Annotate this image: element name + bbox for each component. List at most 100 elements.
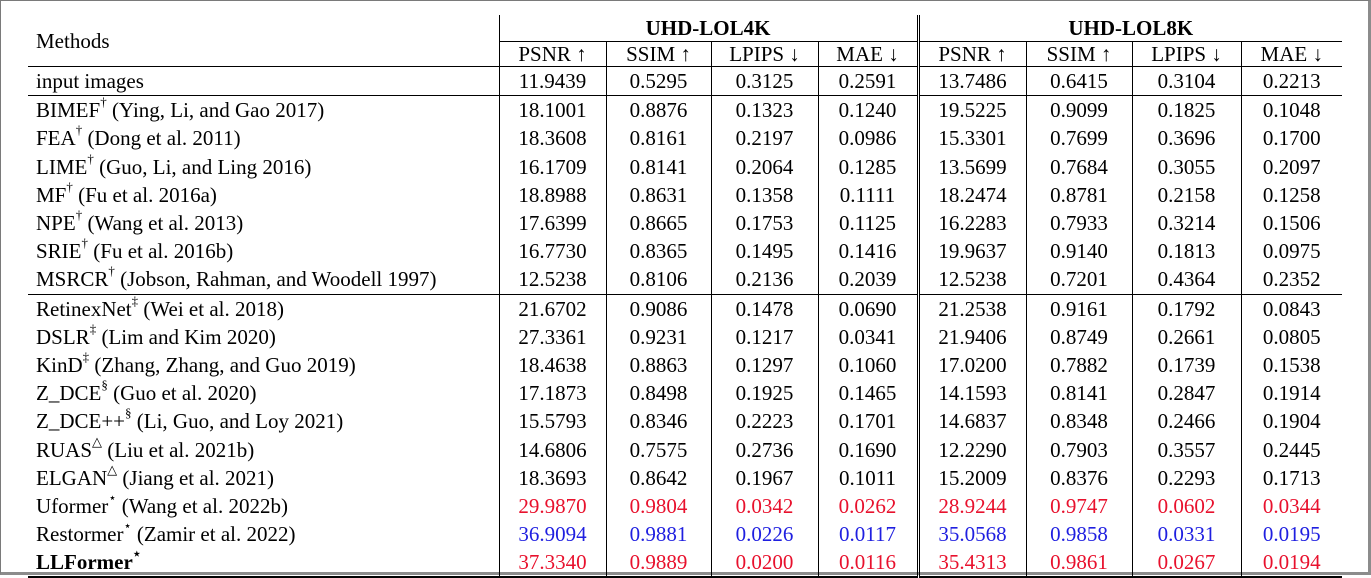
method-name: KinD bbox=[36, 352, 83, 377]
method-citation: (Guo et al. 2020) bbox=[107, 381, 257, 406]
value-cell: 0.1506 bbox=[1240, 208, 1342, 238]
value-cell: 0.8863 bbox=[605, 350, 711, 380]
value-cell: 28.9244 bbox=[916, 491, 1026, 520]
method-name: FEA bbox=[36, 126, 76, 151]
value-cell: 0.1297 bbox=[710, 350, 818, 380]
value-cell: 0.7575 bbox=[605, 435, 711, 464]
value-cell: 0.9231 bbox=[605, 322, 711, 351]
value-cell: 36.9094 bbox=[498, 520, 606, 549]
value-cell: 0.1904 bbox=[1240, 407, 1342, 436]
value-cell: 18.2474 bbox=[916, 180, 1026, 209]
value-cell: 19.5225 bbox=[916, 95, 1026, 125]
value-cell: 0.9161 bbox=[1025, 293, 1132, 323]
value-cell: 0.8376 bbox=[1025, 463, 1132, 492]
method-cell: NPE† (Wang et al. 2013) bbox=[28, 208, 499, 237]
value-cell: 0.0341 bbox=[817, 322, 918, 351]
value-cell: 16.1709 bbox=[498, 152, 606, 181]
table-row: FEA† (Dong et al. 2011) 18.3608 0.8161 0.21… bbox=[28, 123, 1342, 153]
value-cell: 0.1323 bbox=[710, 95, 818, 125]
value-cell: 19.9637 bbox=[916, 237, 1026, 266]
method-cell: input images bbox=[28, 65, 499, 96]
value-cell: 0.1713 bbox=[1240, 463, 1342, 492]
method-citation: (Wei et al. 2018) bbox=[138, 296, 284, 321]
value-cell: 0.8749 bbox=[1025, 322, 1132, 351]
value-cell: 0.0195 bbox=[1240, 520, 1342, 549]
table-row: SRIE† (Fu et al. 2016b) 16.7730 0.8365 0.14… bbox=[28, 236, 1342, 266]
method-footnote-mark: † bbox=[66, 178, 73, 194]
value-cell: 0.0805 bbox=[1240, 322, 1342, 351]
method-name: LLFormer bbox=[36, 550, 133, 575]
value-cell: 0.3055 bbox=[1131, 152, 1241, 181]
value-cell: 0.0690 bbox=[817, 293, 918, 323]
value-cell: 0.3125 bbox=[710, 65, 818, 96]
value-cell: 18.1001 bbox=[498, 95, 606, 125]
value-cell: 0.8141 bbox=[1025, 379, 1132, 408]
method-name: Uformer bbox=[36, 493, 109, 518]
method-cell: MF† (Fu et al. 2016a) bbox=[28, 178, 499, 209]
value-cell: 21.2538 bbox=[916, 293, 1026, 323]
table-row: DSLR‡ (Lim and Kim 2020) 27.3361 0.9231 0.1… bbox=[28, 322, 1342, 351]
value-cell: 0.6415 bbox=[1025, 65, 1132, 96]
value-cell: 16.7730 bbox=[498, 237, 606, 266]
value-cell: 0.0194 bbox=[1240, 548, 1342, 578]
value-cell: 0.2039 bbox=[817, 265, 918, 294]
value-cell: 0.7933 bbox=[1025, 208, 1132, 238]
value-cell: 0.8876 bbox=[605, 95, 711, 125]
value-cell: 0.1478 bbox=[710, 293, 818, 323]
value-cell: 0.9086 bbox=[605, 293, 711, 323]
method-name: MF bbox=[36, 182, 67, 207]
value-cell: 0.1792 bbox=[1131, 293, 1241, 323]
value-cell: 17.1873 bbox=[498, 379, 606, 408]
value-cell: 0.0262 bbox=[817, 491, 918, 520]
table-row: BIMEF† (Ying, Li, and Gao 2017) 18.1001 0.… bbox=[28, 94, 1342, 125]
method-cell: Z_DCE++§ (Li, Guo, and Loy 2021) bbox=[28, 406, 499, 435]
value-cell: 35.0568 bbox=[916, 520, 1026, 549]
value-cell: 0.0986 bbox=[817, 124, 918, 153]
table-row: Uformer⋆ (Wang et al. 2022b) 29.9870 0.980… bbox=[28, 491, 1342, 520]
table-row: Restormer⋆ (Zamir et al. 2022) 36.9094 0.9… bbox=[28, 518, 1342, 549]
method-footnote-mark: ⋆ bbox=[123, 518, 132, 534]
value-cell: 0.7903 bbox=[1025, 435, 1132, 464]
value-cell: 12.5238 bbox=[498, 265, 606, 294]
value-cell: 0.8665 bbox=[605, 208, 711, 238]
value-cell: 0.2213 bbox=[1240, 65, 1342, 96]
table-row: LIME† (Guo, Li, and Ling 2016) 16.1709 0.8… bbox=[28, 152, 1342, 181]
value-cell: 0.1125 bbox=[817, 208, 918, 238]
value-cell: 13.7486 bbox=[916, 65, 1026, 96]
value-cell: 0.2661 bbox=[1131, 322, 1241, 351]
value-cell: 17.6399 bbox=[498, 208, 606, 238]
value-cell: 0.2197 bbox=[710, 124, 818, 153]
method-citation: (Wang et al. 2022b) bbox=[116, 493, 288, 518]
metric-header-row: PSNR ↑ SSIM ↑ LPIPS ↓ MAE ↓ PSNR ↑ SSIM ↑ LPIP… bbox=[28, 41, 1342, 67]
metric-header: MAE ↓ bbox=[817, 41, 918, 67]
method-citation: (Jobson, Rahman, and Woodell 1997) bbox=[114, 267, 437, 292]
value-cell: 0.8498 bbox=[605, 379, 711, 408]
metric-header: PSNR ↑ bbox=[498, 41, 606, 67]
value-cell: 0.9858 bbox=[1025, 520, 1132, 549]
value-cell: 0.1495 bbox=[710, 237, 818, 266]
method-citation: (Jiang et al. 2021) bbox=[117, 465, 275, 490]
value-cell: 0.3557 bbox=[1131, 435, 1241, 464]
metric-header: PSNR ↑ bbox=[916, 41, 1026, 67]
value-cell: 21.6702 bbox=[498, 293, 606, 323]
method-footnote-mark: † bbox=[100, 94, 107, 110]
value-cell: 0.0975 bbox=[1240, 237, 1342, 266]
table-header: Methods UHD-LOL4K UHD-LOL8K PSNR ↑ SSIM ↑… bbox=[28, 15, 1342, 67]
table-row: MSRCR† (Jobson, Rahman, and Woodell 1997… bbox=[28, 264, 1342, 294]
method-footnote-mark: △ bbox=[92, 433, 103, 449]
method-cell: LLFormer⋆ bbox=[28, 547, 499, 578]
value-cell: 0.3214 bbox=[1131, 208, 1241, 238]
table-row: LLFormer⋆ 37.3340 0.9889 0.0200 0.0116 35.431… bbox=[28, 547, 1342, 578]
method-name: LIME bbox=[36, 154, 88, 179]
value-cell: 0.2445 bbox=[1240, 435, 1342, 464]
value-cell: 0.2466 bbox=[1131, 407, 1241, 436]
method-citation: (Lim and Kim 2020) bbox=[96, 324, 276, 349]
value-cell: 0.1925 bbox=[710, 379, 818, 408]
value-cell: 0.1700 bbox=[1240, 124, 1342, 153]
value-cell: 0.8348 bbox=[1025, 407, 1132, 436]
value-cell: 0.1060 bbox=[817, 350, 918, 380]
value-cell: 0.5295 bbox=[605, 65, 711, 96]
value-cell: 14.6837 bbox=[916, 407, 1026, 436]
table-row: input images 11.9439 0.5295 0.3125 0.2591 13.… bbox=[28, 65, 1342, 96]
value-cell: 0.0200 bbox=[710, 548, 818, 578]
